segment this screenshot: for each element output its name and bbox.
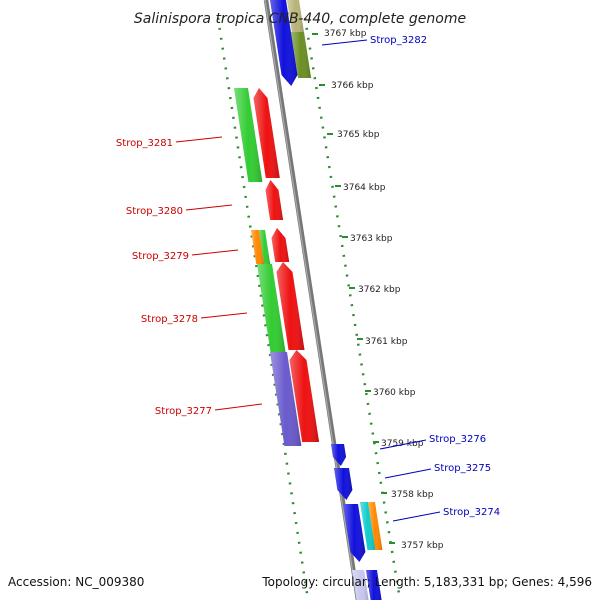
- gene-feature-blue-shading: [343, 504, 366, 562]
- gene-label-leader: [392, 511, 441, 522]
- genome-backbone: [263, 0, 361, 600]
- gene-feature-green-shading: [257, 264, 286, 352]
- gene-label-strop-3278[interactable]: Strop_3278: [141, 314, 198, 325]
- gene-label-strop-3281[interactable]: Strop_3281: [116, 138, 173, 149]
- gene-label-strop-3276[interactable]: Strop_3276: [429, 434, 486, 445]
- right-gene-labels: Strop_3282 Strop_3276 Strop_3275 Strop_3…: [321, 35, 500, 522]
- gene-feature-khaki-shading: [287, 0, 304, 32]
- gene-feature-blue-shading: [334, 468, 353, 500]
- gene-feature-green-shading: [259, 230, 271, 264]
- gene-label-leader: [185, 204, 233, 211]
- accession-label: Accession: NC_009380: [8, 575, 144, 589]
- gene-feature-green-shading: [234, 88, 263, 182]
- genome-backbone-highlight: [264, 0, 358, 600]
- gene-label-leader: [384, 468, 432, 479]
- scale-label: 3766 kbp: [331, 81, 374, 91]
- gene-feature-red-shading: [265, 180, 284, 220]
- scale-label: 3762 kbp: [358, 285, 401, 295]
- map-title: Salinispora tropica CNB-440, complete ge…: [134, 11, 466, 27]
- gene-label-strop-3277[interactable]: Strop_3277: [155, 406, 212, 417]
- scale-label: 3763 kbp: [350, 234, 393, 244]
- gene-label-leader: [379, 439, 427, 450]
- gene-label-leader: [214, 403, 263, 411]
- gene-feature-red-shading: [289, 350, 320, 442]
- gene-label-strop-3279[interactable]: Strop_3279: [132, 251, 189, 262]
- gene-feature-blue-shading: [366, 570, 382, 600]
- scale-label: 3760 kbp: [373, 388, 416, 398]
- scale-label: 3757 kbp: [401, 541, 444, 551]
- gene-feature-purple-shading: [270, 352, 302, 446]
- scale-label: 3767 kbp: [324, 29, 367, 39]
- dotted-tracks: [216, 17, 402, 600]
- gene-feature-olive-shading: [291, 32, 312, 78]
- topology-summary: Topology: circular; Length: 5,183,331 bp…: [261, 575, 592, 589]
- gene-feature-lavender-shading: [352, 570, 369, 600]
- left-dotted-track: [216, 17, 310, 600]
- scale-label: 3764 kbp: [343, 183, 386, 193]
- left-gene-labels: Strop_3281 Strop_3280 Strop_3279 Strop_3…: [116, 136, 263, 417]
- gene-label-strop-3275[interactable]: Strop_3275: [434, 463, 491, 474]
- scale-label: 3761 kbp: [365, 337, 408, 347]
- gene-feature-orange-shading: [368, 502, 383, 550]
- gene-feature-red-shading: [253, 88, 280, 178]
- gene-label-leader: [191, 249, 239, 256]
- gene-feature-blue-shading: [270, 0, 298, 86]
- scale-label: 3759 kbp: [381, 439, 424, 449]
- gene-feature-blue-shading: [331, 444, 346, 466]
- gene-label-leader: [321, 39, 368, 46]
- scale-axis: 3767 kbp 3766 kbp 3765 kbp 3764 kbp 3763…: [312, 29, 444, 551]
- gene-label-strop-3280[interactable]: Strop_3280: [126, 206, 183, 217]
- gene-label-leader: [175, 136, 223, 143]
- scale-label: 3765 kbp: [337, 130, 380, 140]
- gene-feature-orange-shading: [251, 230, 265, 264]
- gene-label-strop-3274[interactable]: Strop_3274: [443, 507, 500, 518]
- scale-label: 3758 kbp: [391, 490, 434, 500]
- gene-label-leader: [200, 312, 248, 319]
- gene-label-strop-3282[interactable]: Strop_3282: [370, 35, 427, 46]
- gene-feature-cyan-shading: [360, 502, 376, 550]
- gene-feature-red-shading: [276, 262, 305, 350]
- right-dotted-track: [303, 17, 402, 600]
- gene-features: [234, 0, 383, 600]
- gene-feature-red-shading: [271, 228, 290, 262]
